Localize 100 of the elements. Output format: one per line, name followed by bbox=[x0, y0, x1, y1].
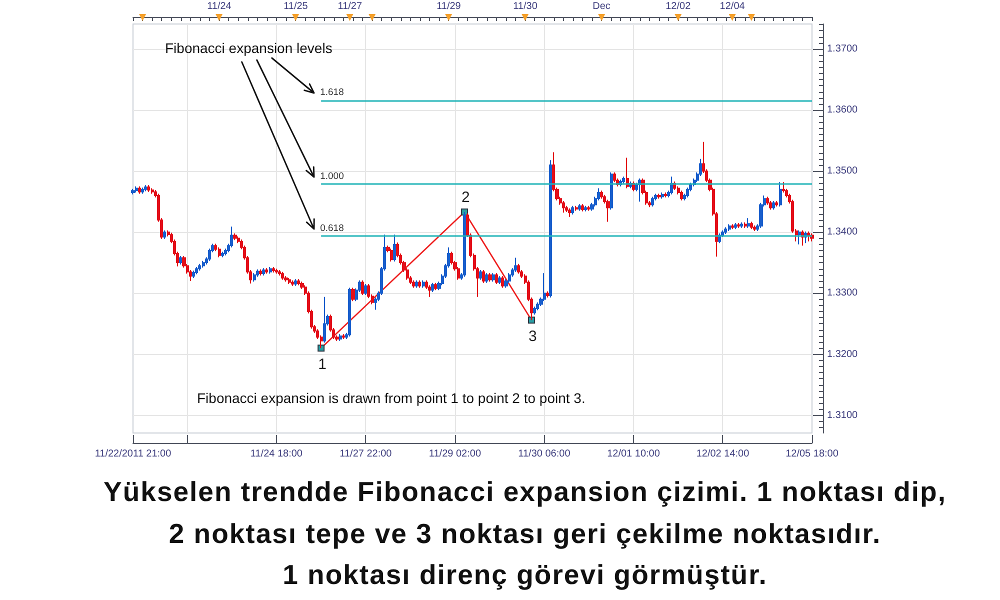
x-tick-label: 12/01 10:00 bbox=[607, 448, 660, 460]
candlestick bbox=[753, 224, 756, 232]
candlestick bbox=[262, 268, 265, 276]
candlestick bbox=[418, 280, 421, 288]
candlestick bbox=[744, 222, 747, 228]
candlestick bbox=[278, 270, 281, 276]
x-tick-label: 11/29 02:00 bbox=[428, 448, 482, 460]
candlestick bbox=[297, 278, 300, 286]
candlestick bbox=[434, 282, 437, 291]
candlestick bbox=[568, 208, 571, 218]
candlestick bbox=[208, 248, 211, 262]
candlestick bbox=[488, 272, 492, 282]
candlestick bbox=[221, 251, 224, 258]
candlestick bbox=[151, 188, 154, 194]
candlestick bbox=[415, 280, 418, 288]
x-tick-label: 12/02 14:00 bbox=[696, 448, 750, 460]
candlestick bbox=[463, 212, 466, 278]
point bbox=[318, 344, 325, 352]
candlestick bbox=[578, 204, 581, 212]
candlestick bbox=[163, 230, 166, 240]
candlestick bbox=[664, 192, 667, 198]
candlestick bbox=[584, 205, 587, 212]
candlestick bbox=[259, 268, 262, 276]
candlestick bbox=[144, 184, 147, 192]
candlestick bbox=[422, 280, 425, 288]
point bbox=[528, 316, 535, 324]
candlestick bbox=[131, 188, 135, 195]
y-tick-label: 1.3100 bbox=[827, 410, 858, 421]
annotation: Fibonacci expansion is drawn from point 1 to point 2 to point 3. bbox=[197, 390, 586, 406]
candlestick bbox=[807, 231, 810, 242]
candlestick bbox=[294, 278, 297, 286]
candlestick bbox=[562, 200, 565, 214]
candlestick bbox=[412, 280, 415, 288]
candlestick bbox=[543, 272, 546, 302]
candlestick bbox=[135, 186, 138, 193]
candlestick bbox=[737, 222, 740, 228]
candlestick bbox=[393, 234, 396, 262]
candlestick bbox=[218, 246, 221, 258]
candlestick bbox=[779, 182, 782, 208]
candlestick bbox=[571, 205, 574, 215]
candlestick bbox=[492, 272, 495, 282]
text: 11/24 bbox=[207, 1, 232, 13]
candlestick bbox=[498, 276, 501, 285]
candlestick bbox=[661, 192, 664, 200]
candlestick bbox=[536, 302, 539, 311]
candlestick bbox=[610, 172, 613, 210]
candlestick bbox=[233, 232, 237, 241]
y-tick-label: 1.3500 bbox=[827, 166, 858, 177]
candlestick bbox=[284, 276, 288, 282]
candlestick bbox=[565, 205, 568, 213]
candlestick bbox=[390, 248, 393, 262]
y-tick-label: 1.3300 bbox=[827, 288, 858, 299]
candlestick bbox=[798, 230, 801, 245]
candlestick bbox=[431, 282, 434, 292]
candlestick bbox=[269, 266, 272, 274]
text: 12/02 bbox=[666, 1, 691, 13]
candlestick bbox=[606, 199, 610, 222]
candlestick bbox=[138, 186, 141, 194]
candlestick bbox=[740, 222, 743, 228]
annotation: 0.618 bbox=[320, 222, 344, 234]
candlestick bbox=[514, 257, 517, 272]
candlestick bbox=[769, 200, 772, 210]
annotation: 1 bbox=[318, 356, 326, 374]
candlestick bbox=[622, 176, 625, 184]
y-tick-label: 1.3700 bbox=[827, 44, 858, 55]
candlestick bbox=[147, 184, 150, 192]
y-tick-label: 1.3400 bbox=[827, 226, 858, 238]
candlestick bbox=[192, 270, 195, 278]
candlestick bbox=[587, 205, 590, 212]
candlestick bbox=[339, 334, 342, 342]
candlestick bbox=[613, 172, 616, 183]
candlestick bbox=[747, 218, 750, 228]
annotation: 1.000 bbox=[320, 170, 344, 182]
annotation: 2 bbox=[462, 189, 470, 206]
text: 11/29 bbox=[436, 1, 461, 13]
text: 11/30 bbox=[513, 1, 538, 13]
candlestick bbox=[546, 290, 549, 298]
candlestick bbox=[651, 196, 654, 208]
y-tick-label: 1.3600 bbox=[827, 104, 858, 116]
text: Dec bbox=[592, 1, 610, 13]
candlestick bbox=[517, 263, 520, 274]
annotation: 3 bbox=[528, 328, 537, 346]
candlestick bbox=[202, 260, 205, 268]
candlestick bbox=[680, 190, 683, 201]
candlestick bbox=[281, 271, 284, 280]
candlestick bbox=[581, 204, 584, 212]
x-tick-label: 11/30 06:00 bbox=[518, 448, 571, 460]
annotation: 1.618 bbox=[320, 87, 344, 98]
candlestick bbox=[141, 187, 144, 194]
candlestick bbox=[575, 205, 578, 212]
candlestick bbox=[772, 200, 775, 210]
candlestick bbox=[734, 222, 737, 230]
candlestick bbox=[265, 268, 268, 274]
candlestick bbox=[428, 284, 431, 298]
candlestick bbox=[253, 272, 256, 282]
x-tick-label: 11/27 22:00 bbox=[340, 448, 392, 460]
candlestick bbox=[348, 287, 351, 338]
candlestick bbox=[275, 268, 278, 274]
candlestick bbox=[291, 280, 294, 286]
text: 12/04 bbox=[720, 1, 745, 13]
